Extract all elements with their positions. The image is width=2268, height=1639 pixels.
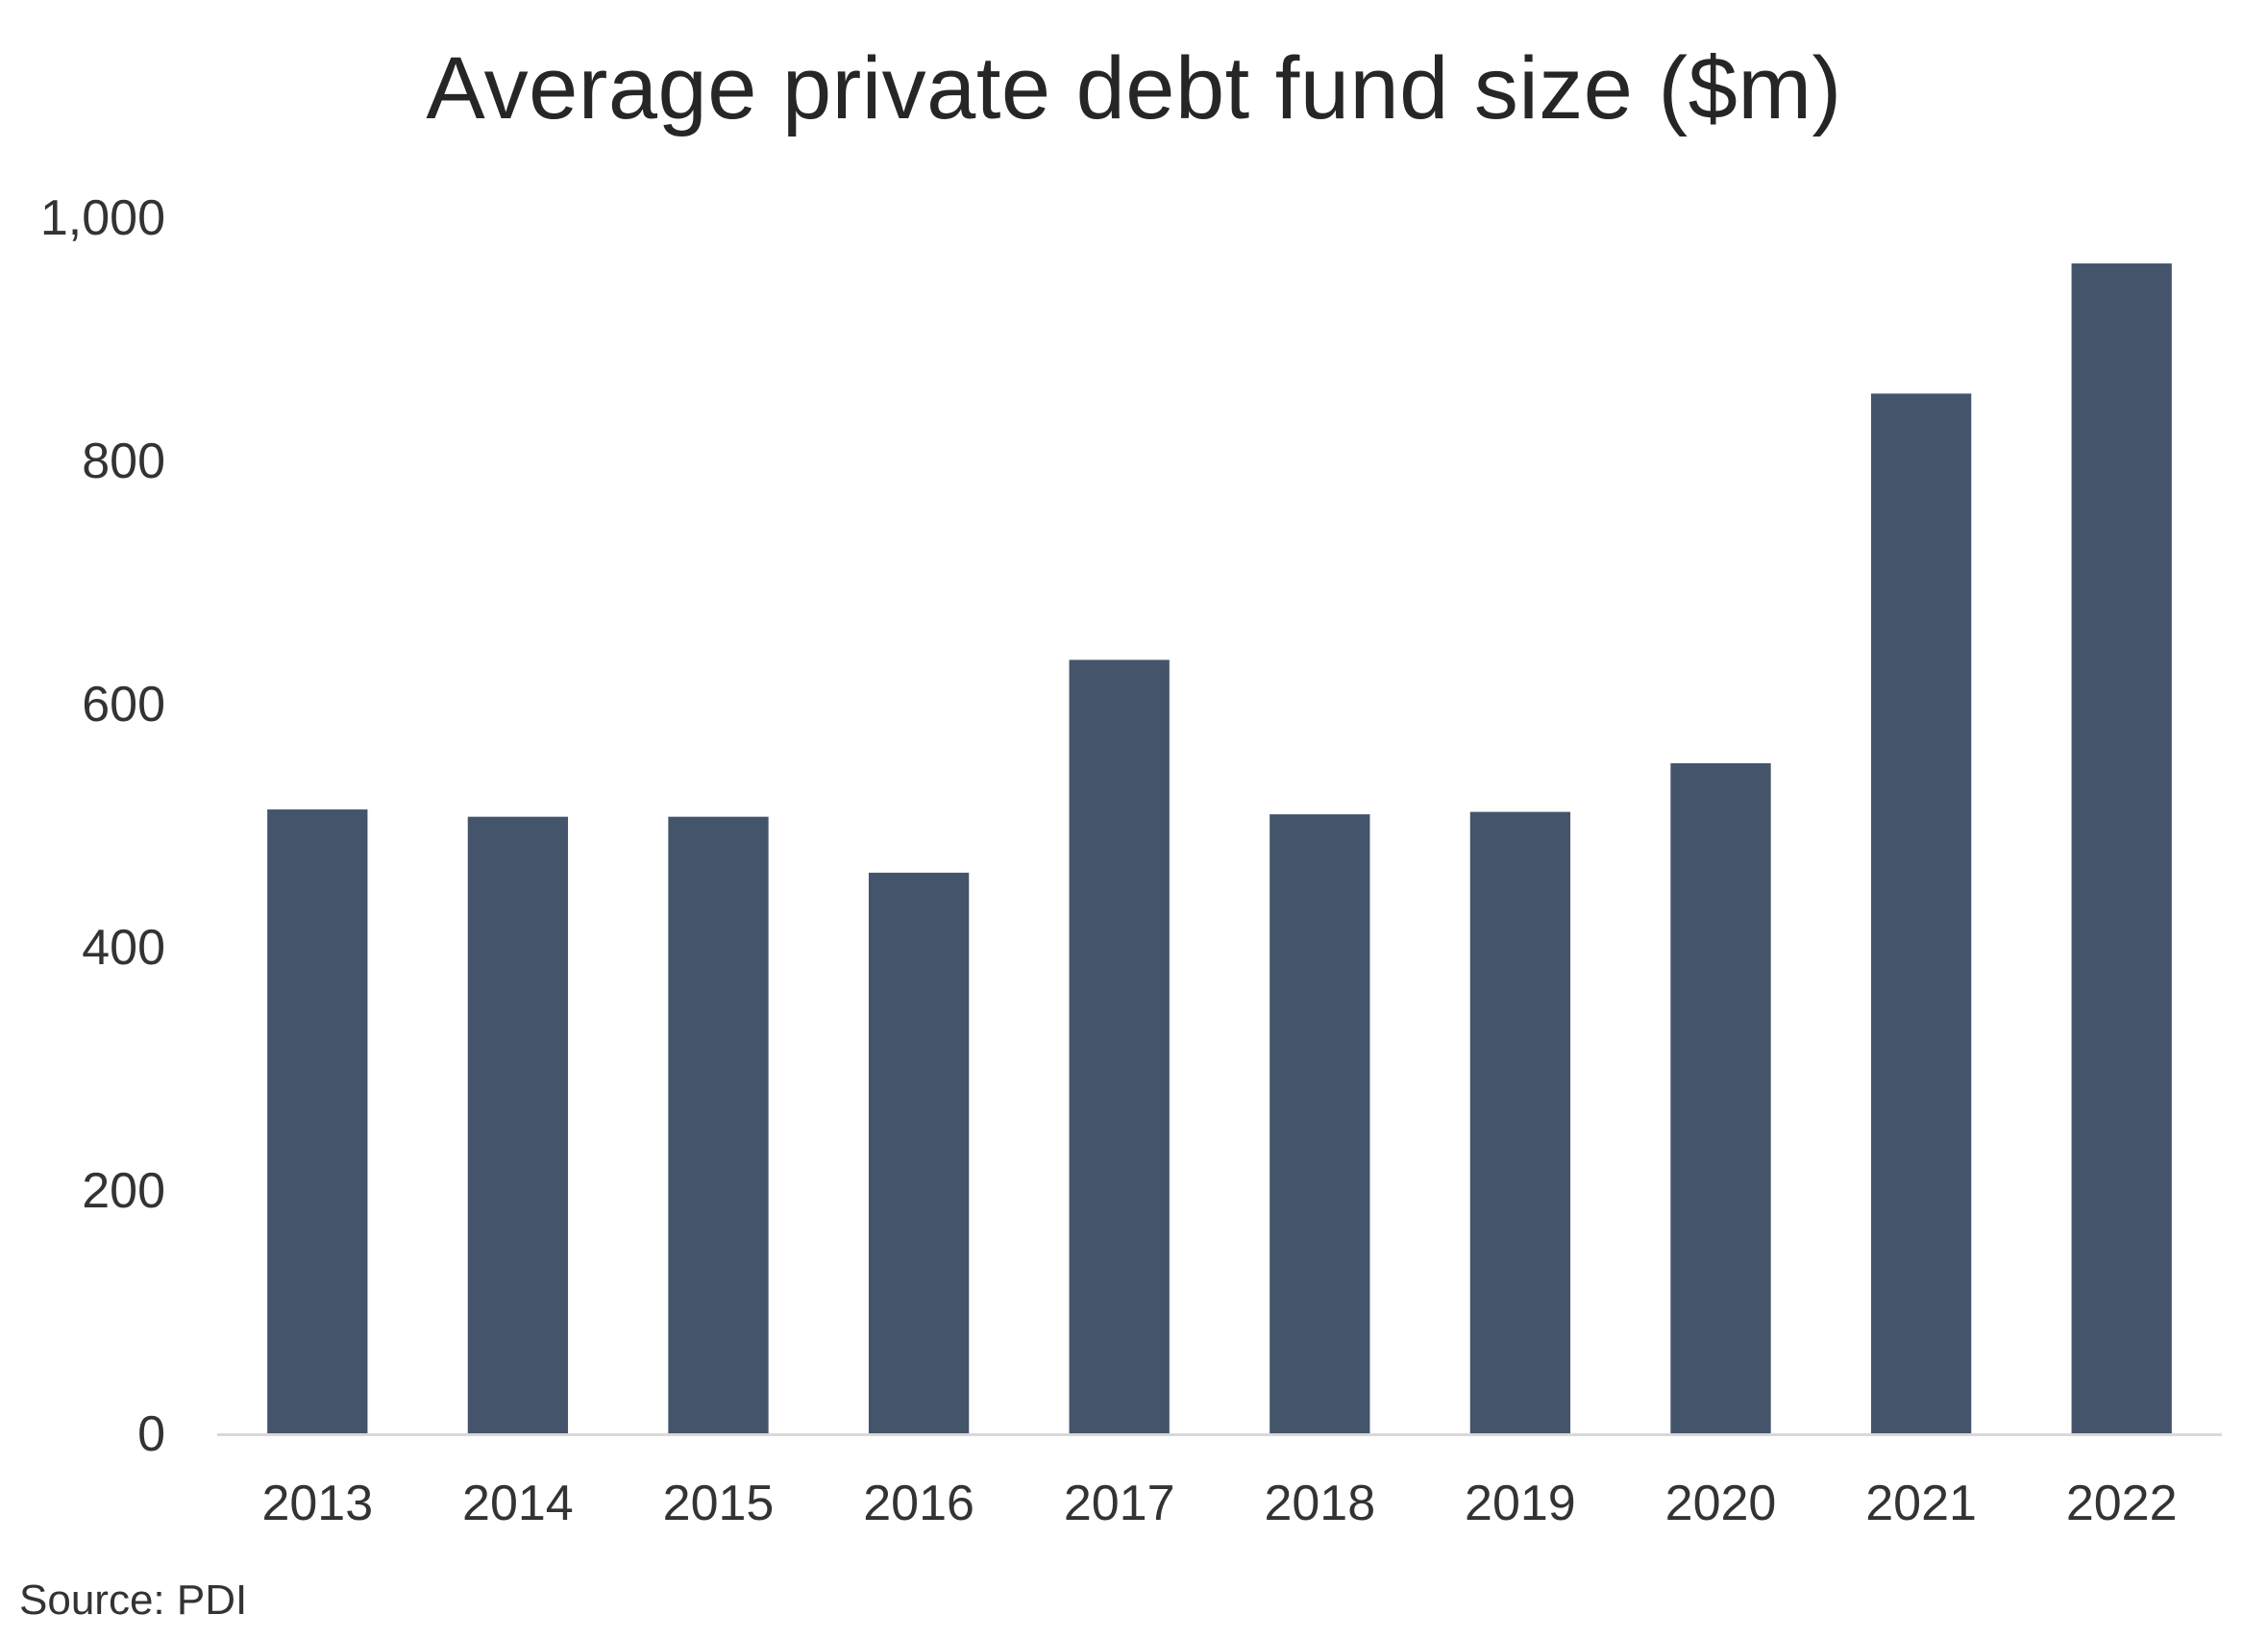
x-tick-label-2014: 2014 [462,1476,574,1531]
bar-2017 [1069,659,1170,1433]
x-tick-label-2022: 2022 [2066,1476,2178,1531]
bar-2021 [1870,393,1972,1433]
bars [267,263,2172,1433]
y-tick-label: 600 [82,677,165,733]
x-tick-label-2013: 2013 [261,1476,373,1531]
source-note: Source: PDI [19,1577,248,1624]
x-tick-label-2019: 2019 [1465,1476,1576,1531]
bar-2020 [1670,762,1771,1433]
x-tick-label-2018: 2018 [1264,1476,1375,1531]
bar-2018 [1270,814,1370,1433]
x-tick-label-2015: 2015 [663,1476,775,1531]
x-axis-tick-labels: 2013 2014 2015 2016 2017 2018 2019 2020 2021 2022 [261,1476,2177,1531]
y-tick-label: 200 [82,1163,165,1219]
bar-2022 [2071,263,2172,1433]
x-tick-label-2017: 2017 [1064,1476,1175,1531]
bar-2014 [467,816,569,1433]
x-tick-label-2020: 2020 [1665,1476,1777,1531]
chart-title: Average private debt fund size ($m) [426,39,1842,137]
x-tick-label-2016: 2016 [863,1476,974,1531]
bar-2016 [868,872,970,1433]
y-tick-label: 0 [137,1406,165,1462]
y-tick-label: 1,000 [40,190,165,246]
bar-2015 [668,816,769,1433]
x-tick-label-2021: 2021 [1865,1476,1977,1531]
y-tick-label: 800 [82,434,165,489]
y-axis-tick-labels: 0 200 400 600 800 1,000 [40,190,165,1462]
y-tick-label: 400 [82,920,165,976]
bar-2019 [1469,811,1571,1433]
bar-2013 [267,809,368,1433]
